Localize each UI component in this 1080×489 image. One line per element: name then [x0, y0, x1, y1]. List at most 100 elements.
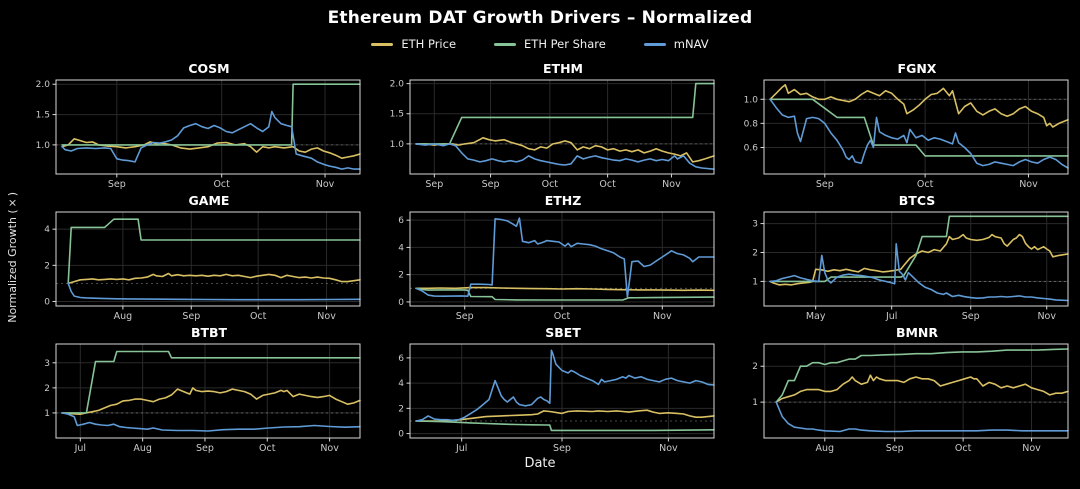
y-tick-label: 6	[398, 216, 404, 226]
y-tick-label: 2	[398, 404, 404, 414]
series-line-mnav	[61, 412, 361, 432]
y-tick-label: 1	[752, 398, 758, 408]
y-tick-label: 2	[752, 362, 758, 372]
x-tick-label: Jul	[885, 311, 897, 322]
legend-item-mnav: mNAV	[643, 37, 709, 51]
chart-canvas: 0.6 0.8 1.0 Sep Oct Nov	[744, 79, 1069, 190]
series-line-eth-price	[775, 374, 1069, 403]
chart-title: BTCS	[898, 193, 936, 208]
series-line-eth-price	[61, 387, 361, 415]
y-tick-label: 2	[752, 248, 758, 258]
x-tick-label: Oct	[599, 179, 616, 190]
series-line-mnav	[67, 282, 361, 301]
chart-canvas: 1.0 1.5 2.0 Sep Oct Nov	[36, 79, 361, 190]
series-line-mnav	[769, 98, 1069, 169]
y-tick-label: 2.0	[36, 80, 51, 90]
legend-item-eth-price: ETH Price	[371, 37, 456, 51]
y-tick-label: 0	[398, 430, 404, 440]
y-tick-label: 1.0	[390, 140, 405, 150]
chart-title: COSM	[188, 61, 230, 76]
chart-bmnr: BMNR 1 2 Aug Sep Oct Nov	[732, 325, 1074, 454]
x-tick-label: Aug	[816, 443, 835, 454]
figure-body: Normalized Growth (×) COSM 1.0 1.5 2.0 Sep Oc…	[0, 61, 1080, 454]
series-line-eth-per-share	[67, 218, 361, 285]
chart-canvas: 1 2 Aug Sep Oct Nov	[752, 343, 1069, 454]
y-tick-label: 4	[398, 379, 404, 389]
y-tick-label: 2	[44, 261, 50, 271]
x-tick-label: Aug	[114, 311, 133, 322]
x-tick-label: Oct	[213, 179, 230, 190]
chart-canvas: 0 2 4 6 Sep Oct Nov	[398, 211, 715, 322]
chart-title: BMNR	[895, 325, 939, 340]
x-tick-label: Nov	[1037, 311, 1056, 322]
chart-title: GAME	[188, 193, 230, 208]
series-line-eth-price	[769, 233, 1069, 286]
y-tick-label: 4	[44, 225, 50, 235]
figure-title: Ethereum DAT Growth Drivers – Normalized	[327, 8, 753, 28]
x-tick-label: Nov	[653, 311, 672, 322]
y-axis-label: Normalized Growth (×)	[5, 192, 19, 323]
series-line-mnav	[769, 242, 1069, 302]
y-axis-label-wrap: Normalized Growth (×)	[0, 61, 24, 454]
x-tick-label: Sep	[482, 179, 500, 190]
y-tick-label: 1.5	[390, 110, 404, 120]
series-line-eth-per-share	[415, 82, 715, 145]
chart-canvas: 0 2 4 6 Jul Sep Nov	[398, 343, 715, 454]
legend-label: ETH Price	[401, 37, 457, 51]
chart-canvas: 1 2 3 Jul Aug Sep Oct Nov	[44, 343, 361, 454]
series-line-mnav	[415, 349, 715, 422]
chart-sbet: SBET 0 2 4 6 Jul Sep Nov	[378, 325, 720, 454]
x-axis-label: Date	[524, 456, 556, 471]
chart-ethm: ETHM 1.0 1.5 2.0 Sep Sep Oct Oct Nov	[378, 61, 720, 190]
chart-game: GAME 0 2 4 Aug Sep Oct Nov	[24, 193, 366, 322]
x-tick-label: Nov	[659, 443, 678, 454]
x-tick-label: Nov	[320, 443, 339, 454]
legend-item-eth-per-share: ETH Per Share	[494, 37, 606, 51]
chart-title: SBET	[545, 325, 581, 340]
y-tick-label: 1.0	[36, 141, 51, 151]
chart-title: BTBT	[190, 325, 228, 340]
x-tick-label: Nov	[662, 179, 681, 190]
chart-btbt: BTBT 1 2 3 Jul Aug Sep Oct Nov	[24, 325, 366, 454]
y-tick-label: 1.5	[36, 111, 50, 121]
x-tick-label: Sep	[196, 443, 214, 454]
x-tick-label: Jul	[74, 443, 86, 454]
series-line-eth-price	[415, 409, 715, 422]
charts-grid: COSM 1.0 1.5 2.0 Sep Oct Nov ETHM 1.0 1.5 2.0 Sep Se…	[24, 61, 1080, 454]
x-tick-label: Sep	[108, 179, 126, 190]
chart-fgnx: FGNX 0.6 0.8 1.0 Sep Oct Nov	[732, 61, 1074, 190]
chart-btcs: BTCS 1 2 3 May Jul Sep Nov	[732, 193, 1074, 322]
y-tick-label: 3	[752, 220, 758, 230]
series-line-eth-per-share	[415, 420, 715, 432]
x-tick-label: Sep	[182, 311, 200, 322]
figure: Ethereum DAT Growth Drivers – Normalized…	[0, 8, 1080, 471]
series-line-eth-price	[415, 136, 715, 163]
series-line-eth-price	[67, 272, 361, 285]
series-line-eth-per-share	[415, 287, 715, 301]
y-tick-label: 6	[398, 354, 404, 364]
series-line-mnav	[415, 217, 715, 298]
series-line-eth-per-share	[775, 348, 1069, 403]
legend: ETH Price ETH Per Share mNAV	[0, 37, 1080, 51]
chart-title: ETHZ	[544, 193, 582, 208]
x-tick-label: Oct	[259, 443, 276, 454]
x-tick-label: Oct	[542, 179, 559, 190]
series-line-eth-price	[61, 137, 361, 159]
legend-line-swatch	[371, 42, 394, 46]
series-line-eth-price	[415, 286, 715, 292]
x-tick-label: Sep	[456, 311, 474, 322]
x-tick-label: Jul	[455, 443, 467, 454]
y-tick-label: 1	[44, 409, 50, 419]
series-line-eth-per-share	[769, 98, 1069, 157]
x-tick-label: Sep	[962, 311, 980, 322]
legend-label: mNAV	[673, 37, 709, 51]
y-tick-label: 0.6	[744, 143, 759, 153]
x-tick-label: Sep	[816, 179, 834, 190]
x-tick-label: Sep	[553, 443, 571, 454]
y-tick-label: 2	[44, 384, 50, 394]
y-tick-label: 0	[44, 297, 50, 307]
y-tick-label: 0	[398, 298, 404, 308]
legend-line-swatch	[494, 42, 517, 46]
series-line-mnav	[415, 143, 715, 170]
x-tick-label: May	[806, 311, 826, 322]
